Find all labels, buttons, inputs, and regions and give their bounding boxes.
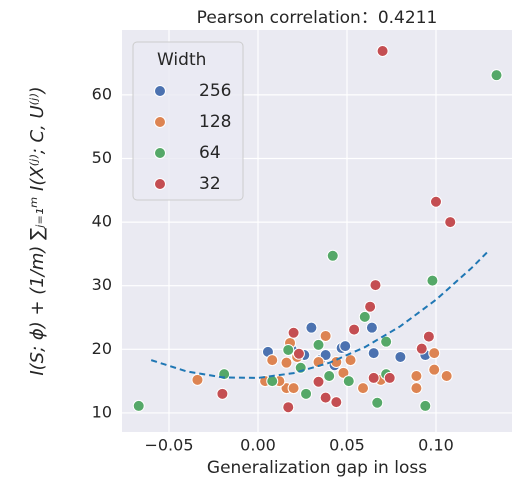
y-tick-label: 50 <box>92 148 112 167</box>
y-tick-label: 10 <box>92 402 112 421</box>
point <box>282 343 295 356</box>
x-tick-label: 0.10 <box>418 436 454 455</box>
point <box>369 279 382 292</box>
point <box>367 371 380 384</box>
x-tick-label: −0.05 <box>144 436 193 455</box>
x-tick-label: 0.00 <box>240 436 276 455</box>
point <box>337 366 350 379</box>
legend-label: 128 <box>199 112 231 132</box>
legend-title: Width <box>157 50 206 70</box>
point <box>426 274 439 287</box>
point <box>348 323 361 336</box>
trend-line <box>150 249 491 379</box>
point <box>376 44 389 57</box>
point <box>428 347 441 360</box>
legend-marker <box>154 116 166 128</box>
legend-label: 256 <box>199 81 231 101</box>
legend-marker <box>154 147 166 159</box>
point <box>367 347 380 360</box>
legend-label: 32 <box>199 174 221 194</box>
point <box>415 342 428 355</box>
point <box>266 354 279 367</box>
point <box>490 69 503 82</box>
point <box>319 391 332 404</box>
point <box>287 382 300 395</box>
y-tick-label: 60 <box>92 84 112 103</box>
legend-box <box>132 41 244 201</box>
point <box>323 370 336 383</box>
point <box>428 363 441 376</box>
point <box>326 249 339 262</box>
point <box>440 370 453 383</box>
legend: Width 256 128 64 32 <box>132 41 244 201</box>
legend-marker <box>154 178 166 190</box>
y-axis-label: I(S; ϕ) + (1/m) ∑ⱼ₌₁ᵐ I(X⁽ʲ⁾; C, U⁽ʲ⁾) <box>27 86 48 375</box>
point <box>191 373 204 386</box>
marks <box>132 44 503 414</box>
point <box>364 300 377 313</box>
chart-title: Pearson correlation：0.4211 <box>197 8 438 28</box>
point <box>357 382 370 395</box>
point <box>300 387 313 400</box>
point <box>342 375 355 388</box>
point <box>358 310 371 323</box>
y-tick-label: 20 <box>92 339 112 358</box>
point <box>383 371 396 384</box>
point <box>339 340 352 353</box>
x-tick-label: 0.05 <box>329 436 365 455</box>
point <box>216 387 229 400</box>
point <box>410 382 423 395</box>
point <box>444 216 457 229</box>
point <box>266 375 279 388</box>
y-tick-label: 40 <box>92 212 112 231</box>
x-axis-label: Generalization gap in loss <box>207 458 427 478</box>
point <box>344 354 357 367</box>
point <box>292 347 305 360</box>
legend-marker <box>154 85 166 97</box>
point <box>394 350 407 363</box>
point <box>305 321 318 334</box>
point <box>330 396 343 409</box>
point <box>319 349 332 362</box>
point <box>287 326 300 339</box>
point <box>319 329 332 342</box>
point <box>429 195 442 208</box>
y-tick-label: 30 <box>92 275 112 294</box>
point <box>365 321 378 334</box>
point <box>282 401 295 414</box>
point <box>280 356 293 369</box>
point <box>312 338 325 351</box>
legend-label: 64 <box>199 143 221 163</box>
point <box>371 396 384 409</box>
point <box>422 330 435 343</box>
point <box>132 399 145 412</box>
point <box>312 375 325 388</box>
point <box>419 399 432 412</box>
point <box>410 370 423 383</box>
point <box>380 335 393 348</box>
